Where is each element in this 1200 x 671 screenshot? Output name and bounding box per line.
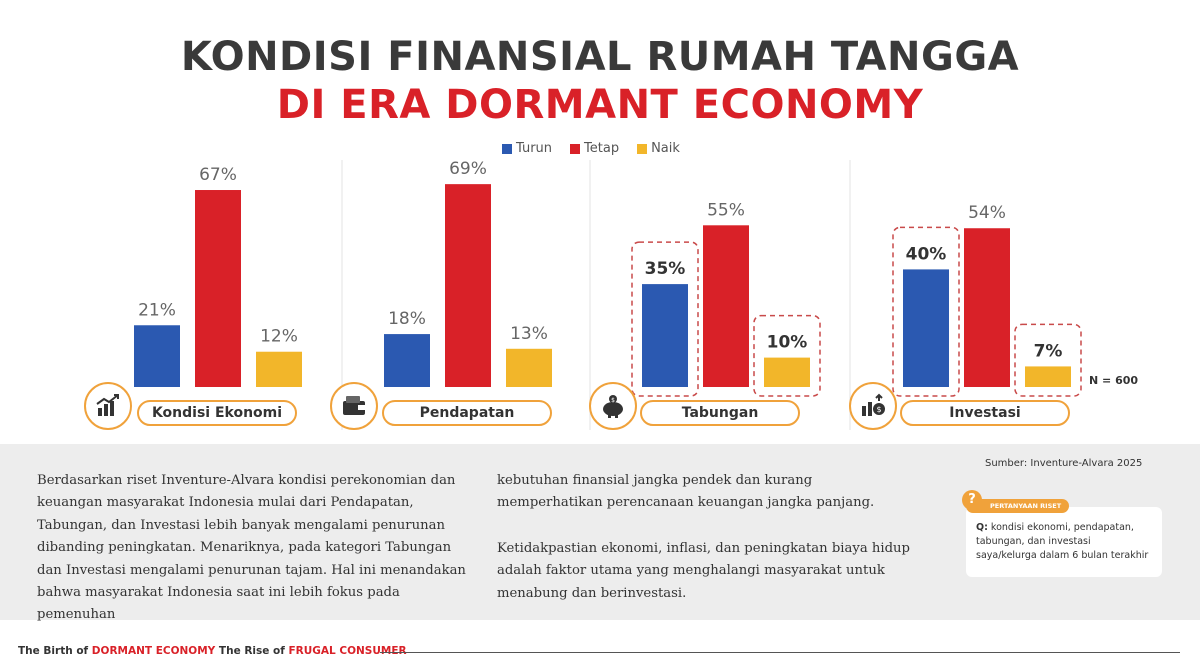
footer-tagline: The Birth of DORMANT ECONOMY The Rise of…	[18, 645, 407, 657]
legend-label-tetap: Tetap	[584, 141, 620, 156]
source-note: Sumber: Inventure-Alvara 2025	[985, 458, 1143, 469]
summary-paragraph-right-1: kebutuhan finansial jangka pendek dan ku…	[497, 473, 875, 511]
highlight-frame-3-0	[892, 226, 960, 397]
chart-growth-icon-glyph	[96, 394, 119, 416]
summary-paragraph-left: Berdasarkan riset Inventure-Alvara kondi…	[37, 473, 466, 623]
chart-growth-icon	[84, 382, 132, 430]
data-label-2-1: 55%	[707, 200, 745, 220]
bar-2-0	[642, 284, 688, 387]
bar-3-1	[964, 228, 1010, 387]
page-title: KONDISI FINANSIAL RUMAH TANGGA	[180, 34, 1020, 80]
bar-2-1	[703, 225, 749, 387]
page-subtitle: DI ERA DORMANT ECONOMY	[276, 82, 924, 128]
data-label-3-0: 40%	[906, 244, 947, 264]
category-label-1: Pendapatan	[382, 400, 552, 426]
footer-part-1: The Birth of	[18, 645, 92, 657]
legend-swatch-tetap	[570, 143, 581, 154]
bar-0-0	[134, 325, 180, 387]
legend-item-naik: Naik	[637, 141, 680, 156]
investment-icon: $	[849, 382, 897, 430]
bar-1-0	[384, 334, 430, 387]
question-prefix: Q:	[976, 522, 988, 533]
data-label-0-0: 21%	[138, 300, 176, 320]
research-question-badge: PERTANYAAN RISET	[966, 499, 1070, 513]
svg-text:$: $	[876, 405, 881, 414]
bar-0-1	[195, 190, 241, 387]
legend-label-turun: Turun	[516, 141, 553, 156]
sample-size-label: N = 600	[1089, 374, 1139, 387]
bar-3-2	[1025, 366, 1071, 387]
footer-divider	[380, 652, 1180, 653]
category-label-2: Tabungan	[640, 400, 800, 426]
piggy-bank-icon: $	[589, 382, 637, 430]
category-label-0: Kondisi Ekonomi	[137, 400, 297, 426]
data-label-3-2: 7%	[1034, 341, 1063, 361]
wallet-icon	[330, 382, 378, 430]
highlight-frame-2-2	[753, 314, 821, 397]
footer-part-4: FRUGAL CONSUMER	[288, 645, 407, 657]
bar-1-2	[506, 348, 552, 387]
investment-icon-glyph: $	[862, 393, 885, 416]
legend-swatch-turun	[502, 143, 512, 154]
question-text: kondisi ekonomi, pendapatan, tabungan, d…	[976, 522, 1149, 561]
bar-1-1	[445, 184, 491, 387]
bar-2-2	[764, 357, 810, 387]
footer-part-2: DORMANT ECONOMY	[91, 645, 216, 657]
legend-item-tetap: Tetap	[570, 141, 619, 156]
bar-0-2	[256, 351, 302, 387]
question-mark-icon: ?	[962, 490, 982, 510]
research-question-box: Q: kondisi ekonomi, pendapatan, tabungan…	[966, 507, 1162, 577]
footer-part-3: The Rise of	[215, 645, 289, 657]
bar-chart: 21% 67% 12% 18% 69% 13% 35% 55% 10% 40% 54% 7%	[134, 159, 1082, 430]
category-label-3: Investasi	[900, 400, 1070, 426]
data-label-1-2: 13%	[510, 324, 548, 344]
chart-legend: Turun Tetap Naik	[502, 141, 680, 156]
wallet-icon-glyph	[343, 396, 365, 415]
svg-text:$: $	[611, 397, 615, 404]
legend-item-turun: Turun	[502, 141, 552, 156]
data-label-1-0: 18%	[388, 309, 426, 329]
data-label-0-2: 12%	[260, 327, 298, 347]
piggy-bank-icon-glyph: $	[603, 395, 623, 418]
data-label-3-1: 54%	[968, 203, 1006, 223]
summary-paragraph-right-2: Ketidakpastian ekonomi, inflasi, dan pen…	[497, 541, 910, 601]
data-label-0-1: 67%	[199, 165, 237, 185]
data-label-2-0: 35%	[645, 259, 686, 279]
data-label-2-2: 10%	[767, 333, 808, 353]
data-label-1-1: 69%	[449, 159, 487, 179]
legend-swatch-naik	[637, 143, 648, 154]
legend-label-naik: Naik	[651, 141, 680, 156]
highlight-frame-2-0	[631, 241, 699, 397]
bar-3-0	[903, 269, 949, 387]
highlight-frame-3-2	[1014, 323, 1082, 397]
